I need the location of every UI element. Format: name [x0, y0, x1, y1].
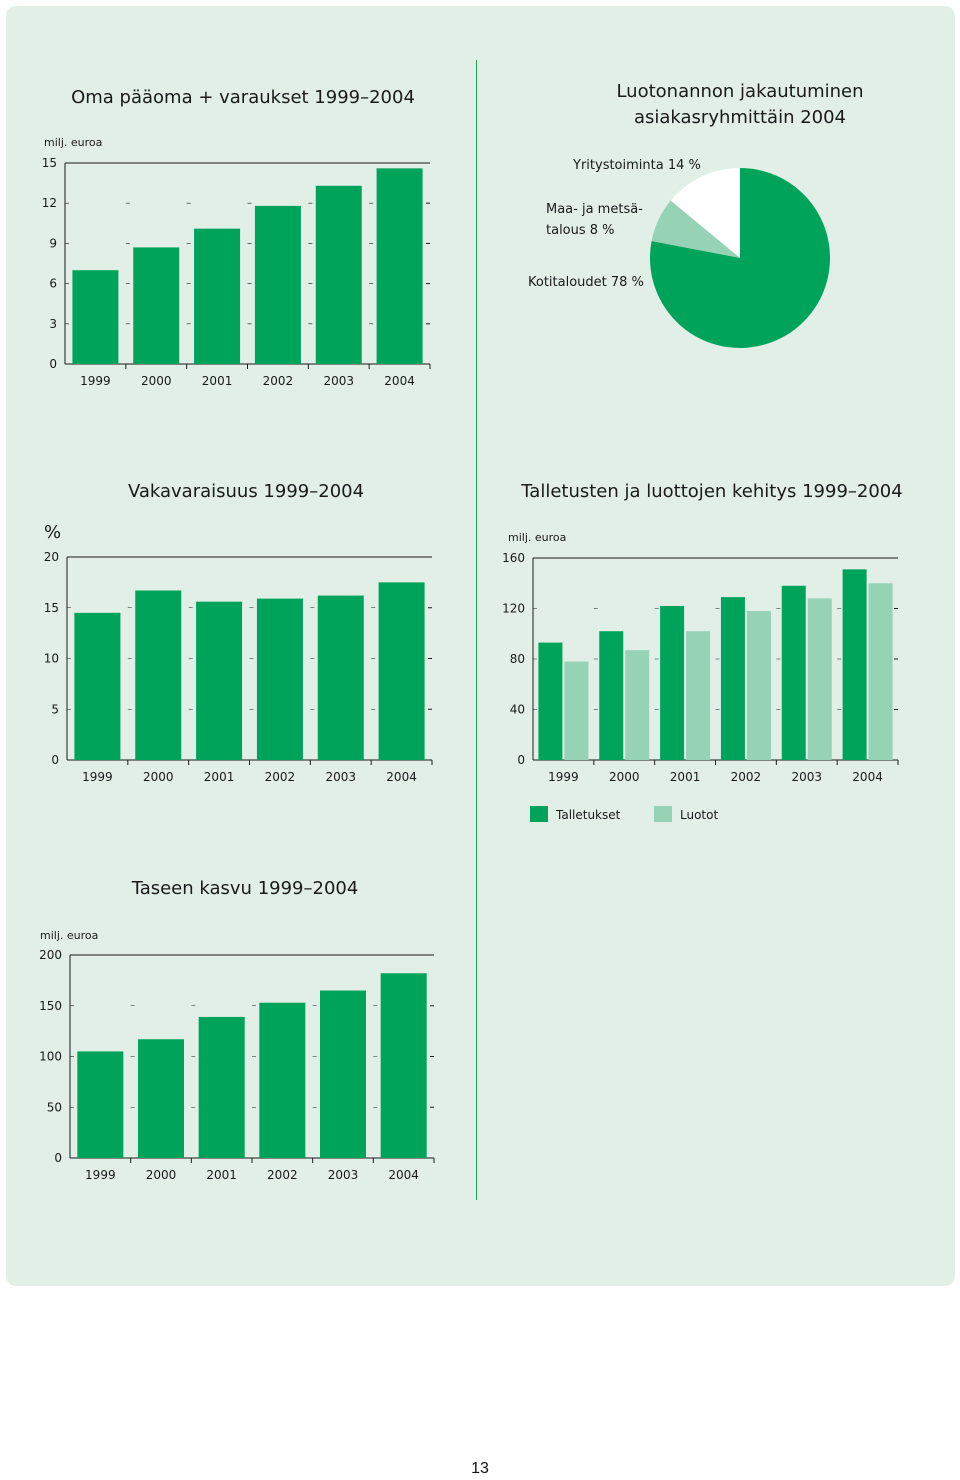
- oma-x-tick-label: 2002: [263, 374, 294, 388]
- tase-y-tick-label: 0: [54, 1151, 62, 1165]
- vakavaraisuus-x-tick-label: 2003: [325, 770, 356, 784]
- oma-bar-2002: [254, 205, 301, 364]
- vakavaraisuus-y-tick-label: 15: [44, 601, 59, 615]
- talletukset-bar-talletukset-1999: [538, 642, 563, 760]
- oma-y-tick-label: 9: [49, 236, 57, 250]
- talletukset-x-tick-label: 2000: [609, 770, 640, 784]
- talletukset-legend-label-talletukset: Talletukset: [555, 808, 621, 822]
- tase-bar-2004: [380, 973, 427, 1158]
- oma-y-tick-label: 0: [49, 357, 57, 371]
- oma-unit-label: milj. euroa: [44, 136, 102, 149]
- talletukset-bar-talletukset-2003: [781, 585, 806, 760]
- oma-bar-2000: [133, 247, 180, 364]
- vakavaraisuus-unit-label: %: [44, 522, 61, 543]
- oma-x-tick-label: 2003: [323, 374, 354, 388]
- vakavaraisuus-x-tick-label: 1999: [82, 770, 113, 784]
- vakavaraisuus-bar-2003: [317, 595, 364, 760]
- vakavaraisuus-y-tick-label: 0: [51, 753, 59, 767]
- oma-x-tick-label: 2000: [141, 374, 172, 388]
- talletukset-bar-talletukset-2002: [720, 597, 745, 760]
- tase-x-tick-label: 2001: [206, 1168, 237, 1182]
- vakavaraisuus-y-tick-label: 20: [44, 550, 59, 564]
- tase-bar-2000: [138, 1039, 184, 1158]
- talletukset-bar-luotot-2000: [625, 650, 650, 760]
- tase-y-tick-label: 100: [39, 1050, 62, 1064]
- vakavaraisuus-x-tick-label: 2004: [386, 770, 417, 784]
- vakavaraisuus-x-tick-label: 2002: [265, 770, 296, 784]
- tase-bar-2003: [320, 990, 366, 1158]
- vakavaraisuus-bar-2000: [135, 590, 182, 760]
- luotonanto-label-yritystoiminta: Yritystoiminta 14 %: [572, 158, 701, 173]
- luotonanto-label-maa-metsa-line-2: talous 8 %: [546, 223, 615, 238]
- talletukset-y-tick-label: 40: [510, 703, 525, 717]
- tase-x-tick-label: 2002: [267, 1168, 298, 1182]
- vakavaraisuus-title: Vakavaraisuus 1999–2004: [128, 481, 364, 502]
- tase-bar-2002: [259, 1002, 306, 1158]
- talletukset-bar-talletukset-2001: [660, 605, 685, 760]
- oma-y-tick-label: 15: [42, 156, 57, 170]
- talletukset-y-tick-label: 160: [502, 551, 525, 565]
- talletukset-bar-luotot-2001: [686, 631, 711, 760]
- tase-y-tick-label: 50: [47, 1100, 62, 1114]
- tase-title: Taseen kasvu 1999–2004: [131, 878, 359, 899]
- vakavaraisuus-bar-1999: [74, 612, 121, 760]
- talletukset-bar-luotot-2004: [868, 583, 893, 760]
- talletukset-legend-swatch-talletukset: [530, 806, 548, 822]
- talletukset-x-tick-label: 2001: [670, 770, 701, 784]
- tase-y-tick-label: 200: [39, 948, 62, 962]
- talletukset-y-tick-label: 80: [510, 652, 525, 666]
- vakavaraisuus-x-tick-label: 2000: [143, 770, 174, 784]
- tase-unit-label: milj. euroa: [40, 929, 98, 942]
- luotonanto-label-kotitaloudet: Kotitaloudet 78 %: [528, 275, 644, 290]
- luotonanto-slice-3: [650, 168, 831, 349]
- vakavaraisuus-y-tick-label: 10: [44, 652, 59, 666]
- talletukset-x-tick-label: 2003: [791, 770, 822, 784]
- talletukset-x-tick-label: 2004: [852, 770, 883, 784]
- talletukset-x-tick-label: 2002: [731, 770, 762, 784]
- talletukset-legend-label-luotot: Luotot: [680, 808, 718, 822]
- vakavaraisuus-bar-2002: [256, 598, 303, 760]
- tase-bar-1999: [77, 1051, 124, 1158]
- luotonanto-title-line-1: Luotonannon jakautuminen: [616, 81, 863, 102]
- tase-x-tick-label: 2000: [146, 1168, 177, 1182]
- talletukset-y-tick-label: 120: [502, 602, 525, 616]
- tase-x-tick-label: 2003: [328, 1168, 359, 1182]
- talletukset-bar-talletukset-2000: [599, 631, 624, 760]
- oma-y-tick-label: 6: [49, 277, 57, 291]
- column-divider: [476, 60, 477, 1200]
- talletukset-unit-label: milj. euroa: [508, 531, 566, 544]
- talletukset-bar-luotot-2003: [807, 598, 832, 760]
- talletukset-bar-luotot-1999: [564, 661, 589, 760]
- vakavaraisuus-x-tick-label: 2001: [204, 770, 235, 784]
- oma-bar-2004: [376, 168, 423, 364]
- oma-bar-2001: [194, 228, 241, 364]
- oma-bar-2003: [315, 185, 362, 364]
- talletukset-legend-swatch-luotot: [654, 806, 672, 822]
- luotonanto-title-line-2: asiakasryhmittäin 2004: [634, 107, 846, 128]
- oma-y-tick-label: 12: [42, 196, 57, 210]
- vakavaraisuus-bar-2001: [196, 601, 243, 760]
- oma-x-tick-label: 2001: [202, 374, 233, 388]
- oma-x-tick-label: 2004: [384, 374, 415, 388]
- tase-y-tick-label: 150: [39, 999, 62, 1013]
- page-number: 13: [471, 1460, 489, 1477]
- tase-bar-2001: [198, 1016, 245, 1158]
- vakavaraisuus-y-tick-label: 5: [51, 702, 59, 716]
- talletukset-x-tick-label: 1999: [548, 770, 579, 784]
- oma-y-tick-label: 3: [49, 317, 57, 331]
- talletukset-bar-talletukset-2004: [842, 569, 867, 760]
- tase-x-tick-label: 1999: [85, 1168, 116, 1182]
- oma-bar-1999: [72, 270, 119, 364]
- vakavaraisuus-bar-2004: [378, 582, 425, 760]
- luotonanto-slice-2: [651, 200, 740, 258]
- luotonanto-slice-1: [670, 168, 740, 258]
- talletukset-y-tick-label: 0: [517, 753, 525, 767]
- oma-title: Oma pääoma + varaukset 1999–2004: [71, 87, 415, 108]
- talletukset-title: Talletusten ja luottojen kehitys 1999–20…: [520, 481, 902, 502]
- luotonanto-label-maa-metsa-line-1: Maa- ja metsä-: [546, 202, 643, 217]
- oma-x-tick-label: 1999: [80, 374, 111, 388]
- tase-x-tick-label: 2004: [388, 1168, 419, 1182]
- talletukset-bar-luotot-2002: [746, 611, 771, 760]
